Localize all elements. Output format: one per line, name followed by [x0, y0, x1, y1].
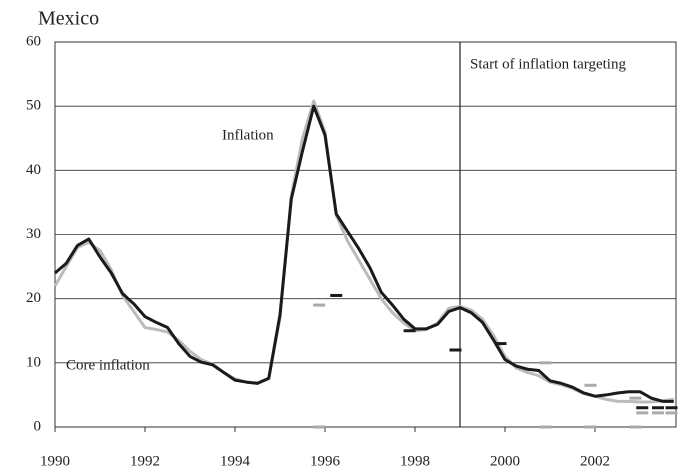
y-tick-label: 50	[26, 98, 41, 114]
chart-title: Mexico	[38, 8, 99, 30]
x-tick-label: 2000	[490, 453, 520, 469]
x-tick-label: 1998	[400, 453, 430, 469]
x-tick-label: 1994	[220, 453, 251, 469]
x-tick-label: 1996	[310, 453, 341, 469]
annotation: Core inflation	[66, 357, 150, 373]
y-tick-label: 30	[26, 226, 41, 242]
y-tick-label: 40	[26, 162, 41, 178]
x-tick-label: 2002	[580, 453, 610, 469]
plot-frame	[54, 41, 677, 428]
y-tick-label: 20	[26, 290, 41, 306]
series-line	[54, 104, 674, 403]
x-tick-label: 1992	[130, 453, 160, 469]
y-tick-label: 0	[34, 418, 42, 434]
x-tick-label: 1990	[40, 453, 70, 469]
annotation: Inflation	[222, 127, 274, 143]
y-tick-label: 10	[26, 354, 41, 370]
y-tick-label: 60	[26, 33, 41, 49]
annotation: Start of inflation targeting	[470, 56, 626, 72]
